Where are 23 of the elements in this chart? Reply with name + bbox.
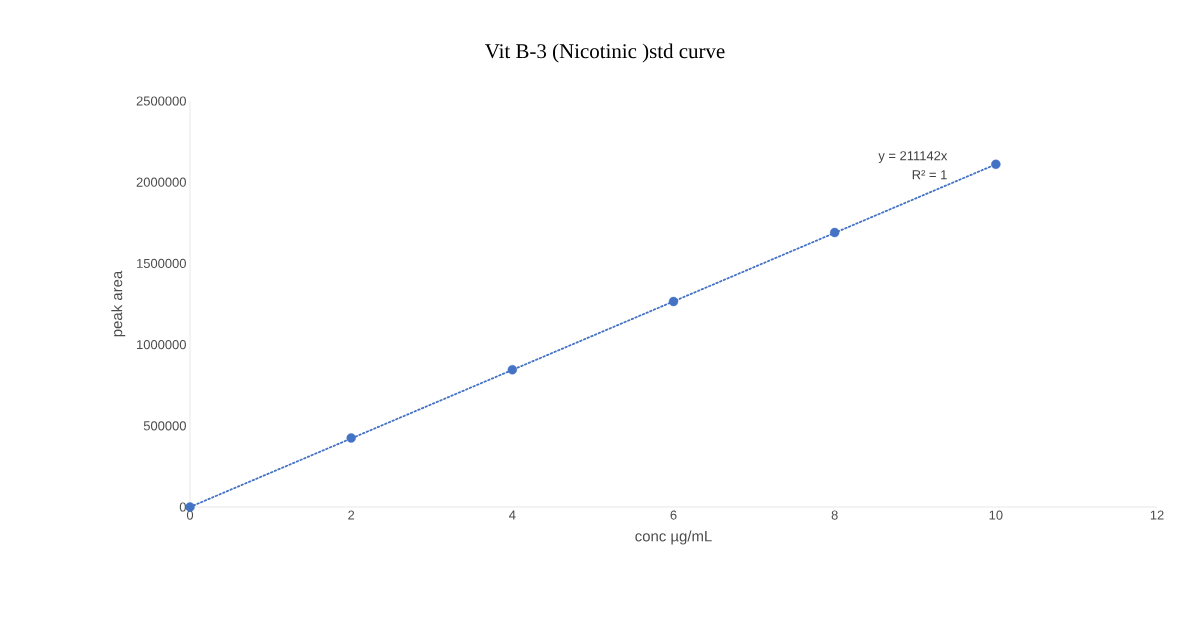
point [829, 227, 840, 238]
chart-title: Vit B-3 (Nicotinic )std curve [485, 43, 725, 63]
y-tick-label: 1500000 [137, 258, 186, 268]
annotation: R² = 1 [912, 170, 947, 180]
point [507, 365, 518, 375]
point [668, 296, 679, 307]
x-axis-title: conc µg/mL [635, 530, 712, 545]
x-tick-label: 6 [670, 510, 677, 520]
y-tick-label: 2000000 [136, 177, 186, 187]
y-axis-title: peak area [111, 270, 126, 337]
x-tick-label: 10 [989, 510, 1003, 520]
y-tick-label: 500000 [143, 421, 186, 431]
x-tick-label: 4 [509, 510, 516, 520]
point [991, 159, 1001, 170]
x-tick-label: 0 [186, 510, 194, 520]
x-tick-label: 8 [831, 510, 838, 520]
y-tick-label: 0 [179, 502, 186, 512]
y-tick-label: 2500000 [136, 96, 186, 106]
y-tick-label: 1000000 [137, 340, 186, 350]
point [346, 433, 356, 443]
annotation: y = 211142x [878, 151, 948, 163]
x-tick-label: 12 [1150, 510, 1164, 520]
x-tick-label: 2 [348, 510, 355, 520]
